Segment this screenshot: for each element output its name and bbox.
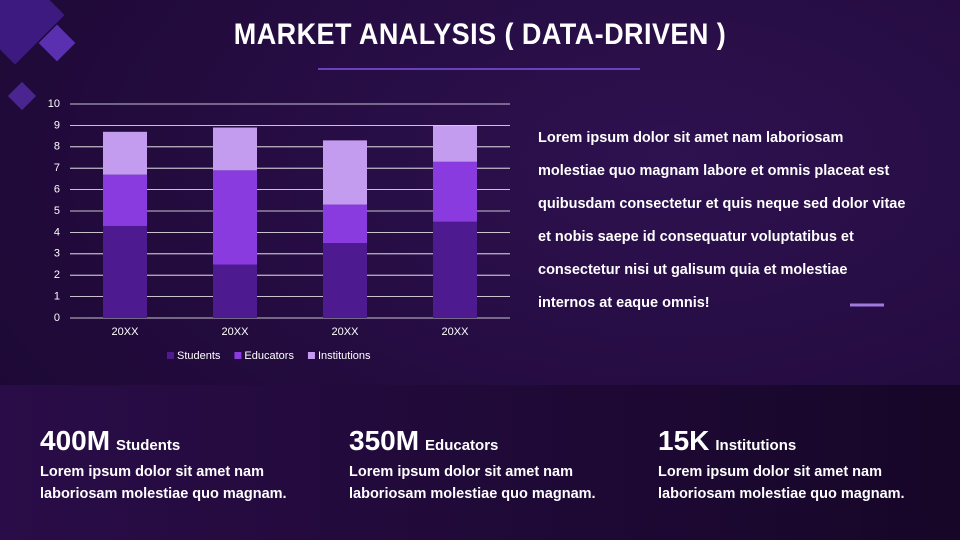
y-tick-label: 4 (54, 226, 60, 238)
x-tick-label: 20XX (332, 326, 360, 338)
stat-label: Educators (425, 437, 499, 454)
bar-segment (213, 170, 257, 265)
stat-value: 350M (349, 425, 420, 456)
stat-heading: 15K Institutions (658, 425, 948, 457)
title: MARKET ANALYSIS ( DATA-DRIVEN ) (233, 18, 727, 51)
body-text: Lorem ipsum dolor sit amet nam laboriosa… (538, 130, 906, 311)
stat-heading: 400M Students (40, 425, 330, 457)
decor (0, 0, 65, 65)
stat-value: 15K (658, 425, 710, 456)
bar-segment (323, 140, 367, 205)
bar-segment (103, 174, 147, 226)
bar-segment (433, 221, 477, 318)
stat: 15K Institutions Lorem ipsum dolor sit ame… (658, 425, 948, 505)
bottom-band (0, 385, 960, 540)
stat-label: Students (116, 437, 181, 454)
y-tick-label: 5 (54, 205, 60, 217)
stat-heading: 350M Educators (349, 425, 639, 457)
y-tick-label: 9 (54, 119, 60, 131)
x-tick-label: 20XX (442, 326, 470, 338)
bar-segment (213, 127, 257, 171)
stat-text: Lorem ipsum dolor sit amet nam laboriosa… (349, 464, 596, 502)
bar-segment (323, 204, 367, 244)
y-tick-label: 3 (54, 248, 60, 260)
legend-swatch (234, 352, 242, 359)
bar-segment (103, 131, 147, 175)
stat: 350M Educators Lorem ipsum dolor sit amet … (349, 425, 639, 505)
stat-text: Lorem ipsum dolor sit amet nam laboriosa… (658, 464, 905, 502)
decor (38, 24, 76, 62)
stat-label: Institutions (715, 437, 797, 454)
y-tick-label: 0 (54, 312, 60, 324)
decor (7, 81, 37, 111)
stat-value: 400M (40, 425, 111, 456)
y-tick-label: 2 (54, 269, 60, 281)
x-tick-label: 20XX (112, 326, 140, 338)
legend-swatch (167, 352, 174, 359)
legend-label: Educators (244, 350, 294, 362)
legend-swatch (307, 352, 315, 359)
bar-segment (213, 264, 257, 318)
stat: 400M Students Lorem ipsum dolor sit amet n… (40, 425, 330, 505)
bar-segment (433, 161, 477, 222)
bar-segment (323, 243, 367, 318)
stat-text: Lorem ipsum dolor sit amet nam laboriosa… (40, 464, 287, 502)
legend-label: Students (177, 350, 221, 362)
bar-segment (103, 225, 147, 318)
y-tick-label: 8 (54, 141, 60, 153)
y-tick-label: 7 (54, 162, 60, 174)
x-tick-label: 20XX (222, 326, 250, 338)
y-tick-label: 1 (54, 291, 60, 303)
y-tick-label: 10 (48, 98, 60, 110)
bar-segment (433, 125, 477, 162)
y-tick-label: 6 (54, 184, 60, 196)
legend-label: Institutions (318, 350, 371, 362)
